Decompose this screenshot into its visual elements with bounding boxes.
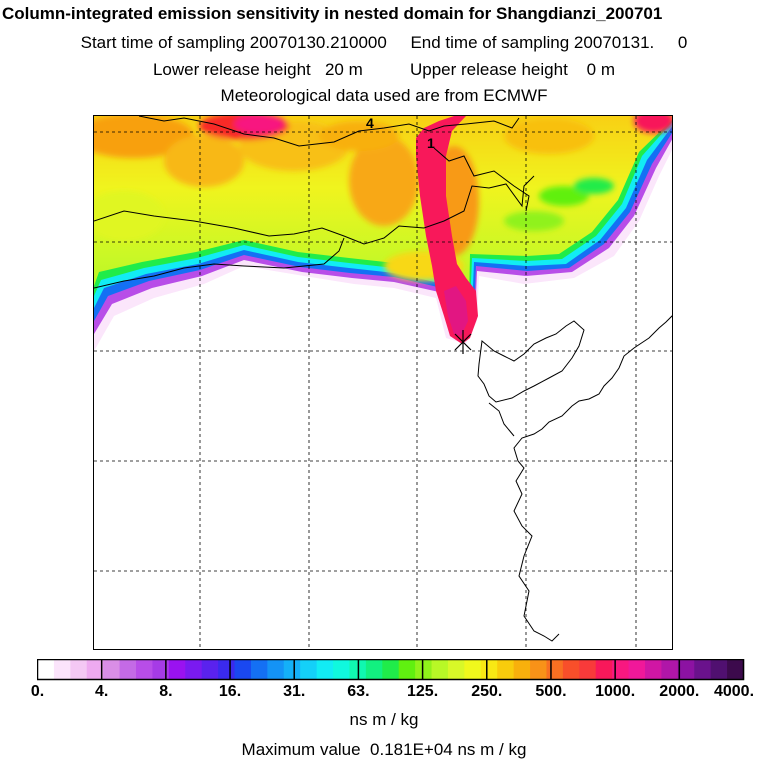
lat-lon-grid [94, 116, 672, 649]
color-scale-tick-label: 1000. [595, 683, 636, 700]
color-scale-cell [415, 659, 433, 680]
color-scale-tick-label: 31. [283, 683, 306, 700]
color-scale-cell [136, 659, 154, 680]
color-scale-cell [333, 659, 351, 680]
receptor-marker-icon [454, 330, 472, 354]
color-scale-tick-label: 16. [218, 683, 242, 700]
color-scale-cell [464, 659, 482, 680]
color-scale-cell [546, 659, 564, 680]
plume-core [416, 116, 478, 344]
color-scale-cell [579, 659, 597, 680]
meteo-source: Meteorological data used are from ECMWF [220, 86, 548, 105]
color-scale-cell [530, 659, 548, 680]
color-scale-cell [727, 659, 745, 680]
border-line-north [138, 116, 520, 147]
color-scale-cell [431, 659, 449, 680]
color-scale-bar [37, 659, 745, 681]
color-scale-cell [497, 659, 515, 680]
color-scale-cell [119, 659, 137, 680]
color-scale-cell [365, 659, 383, 680]
color-scale-cell [152, 659, 170, 680]
color-scale-cell [447, 659, 465, 680]
color-scale-tick-label: 63. [347, 683, 370, 700]
color-scale-tick-label: 0. [30, 683, 45, 700]
color-scale-cell [300, 659, 318, 680]
color-scale-cells [37, 659, 745, 680]
plume-peak [444, 286, 468, 336]
trajectory-marker-1: 1 [427, 135, 435, 151]
units-label: ns m / kg [349, 710, 419, 729]
color-scale-cell [201, 659, 219, 680]
sensitivity-field [94, 116, 672, 351]
color-scale-cell [595, 659, 613, 680]
release-heights: Lower release height 20 m Upper release … [152, 60, 616, 79]
color-scale-tick-label: 250. [471, 683, 503, 700]
color-scale-cell [612, 659, 630, 680]
color-scale-cell [710, 659, 728, 680]
color-scale-cell [70, 659, 88, 680]
color-scale-cell [234, 659, 252, 680]
color-scale-cell [480, 659, 498, 680]
color-scale-cell [250, 659, 268, 680]
color-scale-cell [694, 659, 712, 680]
maximum-value: Maximum value 0.181E+04 ns m / kg [241, 740, 527, 759]
color-scale-tick-label: 125. [407, 683, 439, 700]
color-scale-cell [513, 659, 531, 680]
border-line-south [94, 237, 345, 289]
color-scale-cell [398, 659, 416, 680]
color-scale-cell [53, 659, 71, 680]
color-scale-cell [677, 659, 695, 680]
color-scale-cell [37, 659, 55, 680]
border-line-middle [94, 175, 535, 245]
sampling-times: Start time of sampling 20070130.210000 E… [80, 33, 688, 52]
map-svg: 4 1 [94, 116, 672, 649]
coastline-south [488, 402, 515, 437]
sensitivity-map: 4 1 [93, 115, 673, 650]
color-scale-tick-label: 8. [159, 683, 173, 700]
color-scale-cell [168, 659, 186, 680]
border-line-east [433, 147, 530, 212]
plot-title: Column-integrated emission sensitivity i… [2, 4, 663, 23]
color-scale-cell [644, 659, 663, 680]
color-scale-cell [562, 659, 580, 680]
color-scale-dividers [100, 659, 681, 680]
coastline-east [513, 315, 672, 642]
color-scale-cell [382, 659, 400, 680]
color-scale-tick-label: 4. [95, 683, 109, 700]
color-scale-cell [185, 659, 203, 680]
coastlines [94, 116, 672, 642]
color-scale-cell [628, 659, 646, 680]
color-scale-tick-label: 4000. [713, 683, 755, 700]
color-scale-cell [86, 659, 104, 680]
color-scale-cell [103, 659, 121, 680]
color-scale-cell [661, 659, 679, 680]
color-scale-tick-label: 500. [535, 683, 567, 700]
color-scale-cell [267, 659, 285, 680]
trajectory-marker-4: 4 [366, 116, 374, 131]
color-scale-frame [37, 659, 745, 681]
color-scale-cell [218, 659, 236, 680]
coastline-bay [477, 320, 585, 403]
color-scale-cell [316, 659, 334, 680]
color-scale-cell [283, 659, 301, 680]
color-scale-tick-label: 2000. [659, 683, 700, 700]
